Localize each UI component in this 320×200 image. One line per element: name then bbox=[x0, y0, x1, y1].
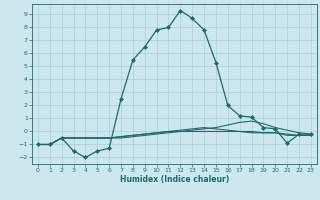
X-axis label: Humidex (Indice chaleur): Humidex (Indice chaleur) bbox=[120, 175, 229, 184]
